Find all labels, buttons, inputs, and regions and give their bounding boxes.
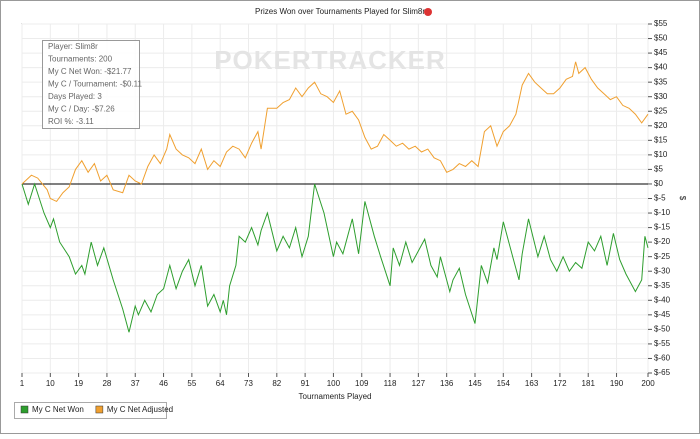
info-line: My C Net Won: -$21.77 xyxy=(48,67,132,76)
x-tick-label: 136 xyxy=(440,379,454,388)
y-tick-label: $10 xyxy=(654,150,668,159)
y-tick-label: $-40 xyxy=(654,295,671,304)
y-tick-label: $-25 xyxy=(654,252,671,261)
info-line: Player: Slim8r xyxy=(48,42,98,51)
info-lines: Player: Slim8r Tournaments: 200 My C Net W… xyxy=(48,42,143,126)
x-tick-label: 181 xyxy=(582,379,596,388)
x-tick-label: 55 xyxy=(187,379,196,388)
legend-label: My C Net Adjusted xyxy=(107,405,173,414)
legend-label: My C Net Won xyxy=(32,405,84,414)
x-tick-label: 19 xyxy=(74,379,83,388)
x-tick-label: 190 xyxy=(610,379,624,388)
x-tick-label: 127 xyxy=(412,379,426,388)
y-tick-label: $-5 xyxy=(654,194,666,203)
legend xyxy=(14,402,167,419)
x-tick-label: 100 xyxy=(327,379,341,388)
info-line: Tournaments: 200 xyxy=(48,55,113,64)
y-tick-label: $15 xyxy=(654,135,668,144)
chart-title: Prizes Won over Tournaments Played for S… xyxy=(255,7,425,16)
y-tick-label: $50 xyxy=(654,34,668,43)
y-tick-label: $40 xyxy=(654,63,668,72)
x-tick-label: 64 xyxy=(216,379,225,388)
y-tick-label: $35 xyxy=(654,77,668,86)
y-tick-label: $-60 xyxy=(654,354,671,363)
x-tick-label: 73 xyxy=(244,379,253,388)
title-icon xyxy=(424,8,432,16)
y-tick-label: $25 xyxy=(654,106,668,115)
info-line: My C / Day: -$7.26 xyxy=(48,105,115,114)
legend-swatch xyxy=(95,405,104,414)
x-tick-label: 109 xyxy=(355,379,369,388)
info-line: Days Played: 3 xyxy=(48,92,102,101)
y-axis-label: $ xyxy=(678,196,687,201)
x-tick-label: 118 xyxy=(384,379,397,388)
x-tick-label: 1 xyxy=(20,379,25,388)
info-box xyxy=(42,40,140,129)
y-tick-label: $0 xyxy=(654,179,663,188)
y-tick-label: $-50 xyxy=(654,324,671,333)
x-tick-label: 91 xyxy=(301,379,310,388)
series-line xyxy=(21,61,649,203)
x-tick-label: 82 xyxy=(272,379,281,388)
y-tick-label: $30 xyxy=(654,92,668,101)
x-tick-label: 163 xyxy=(525,379,539,388)
y-tick-label: $-55 xyxy=(654,339,671,348)
y-tick-label: $5 xyxy=(654,165,663,174)
y-tick-label: $-15 xyxy=(654,223,671,232)
x-tick-label: 46 xyxy=(159,379,168,388)
y-tick-label: $-30 xyxy=(654,266,671,275)
info-line: My C / Tournament: -$0.11 xyxy=(48,80,143,89)
y-tick-label: $-65 xyxy=(654,368,671,377)
info-line: ROI %: -3.11 xyxy=(48,117,94,126)
y-tick-label: $-35 xyxy=(654,281,671,290)
x-tick-label: 172 xyxy=(553,379,567,388)
series-line xyxy=(21,182,649,333)
x-axis-label: Tournaments Played xyxy=(299,392,372,401)
x-tick-label: 145 xyxy=(468,379,482,388)
legend-swatch xyxy=(20,405,29,414)
x-tick-label: 28 xyxy=(102,379,111,388)
y-tick-label: $45 xyxy=(654,48,668,57)
y-tick-label: $-20 xyxy=(654,237,671,246)
watermark: POKERTRACKER xyxy=(214,45,446,75)
x-tick-label: 37 xyxy=(131,379,140,388)
y-tick-label: $-10 xyxy=(654,208,671,217)
x-tick-label: 154 xyxy=(497,379,511,388)
y-tick-label: $20 xyxy=(654,121,668,130)
y-tick-label: $-45 xyxy=(654,310,671,319)
x-tick-label: 10 xyxy=(46,379,55,388)
y-tick-label: $55 xyxy=(654,19,668,28)
x-tick-label: 200 xyxy=(641,379,655,388)
